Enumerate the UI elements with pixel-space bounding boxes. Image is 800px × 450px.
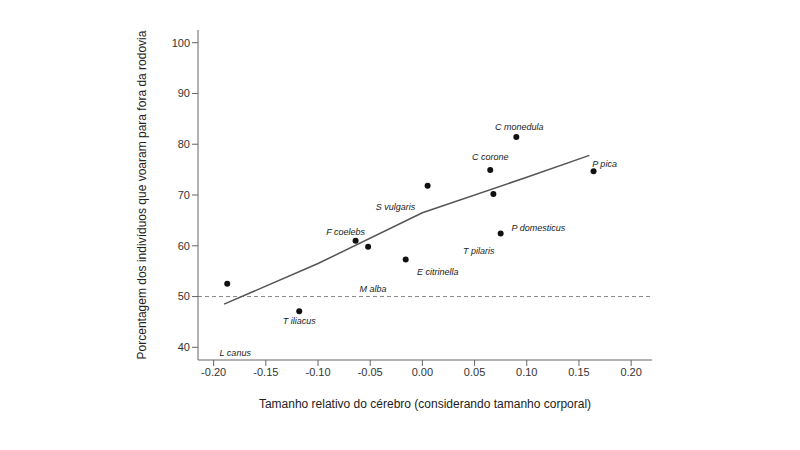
svg-text:Tamanho relativo do cérebro (c: Tamanho relativo do cérebro (considerand… (259, 397, 591, 411)
svg-text:60: 60 (178, 240, 190, 252)
svg-text:0.15: 0.15 (568, 366, 589, 378)
svg-text:Porcentagem dos indivíduos que: Porcentagem dos indivíduos que voaram pa… (135, 30, 149, 359)
svg-text:S vulgaris: S vulgaris (376, 202, 416, 212)
svg-text:100: 100 (172, 37, 190, 49)
svg-text:F coelebs: F coelebs (326, 227, 365, 237)
svg-text:-0.10: -0.10 (305, 366, 330, 378)
svg-text:0.00: 0.00 (412, 366, 433, 378)
svg-text:0.20: 0.20 (620, 366, 641, 378)
svg-text:40: 40 (178, 341, 190, 353)
svg-text:90: 90 (178, 87, 190, 99)
svg-text:P pica: P pica (592, 159, 617, 169)
svg-text:E citrinella: E citrinella (417, 267, 459, 277)
svg-text:0.10: 0.10 (516, 366, 537, 378)
svg-text:80: 80 (178, 138, 190, 150)
svg-text:-0.05: -0.05 (358, 366, 383, 378)
svg-text:C monedula: C monedula (495, 122, 544, 132)
svg-text:-0.20: -0.20 (201, 366, 226, 378)
svg-text:T iliacus: T iliacus (283, 316, 317, 326)
svg-text:0.05: 0.05 (464, 366, 485, 378)
svg-text:L canus: L canus (220, 348, 252, 358)
svg-text:C corone: C corone (472, 152, 509, 162)
svg-text:M alba: M alba (360, 284, 387, 294)
svg-text:-0.15: -0.15 (253, 366, 278, 378)
svg-text:T pilaris: T pilaris (463, 246, 495, 256)
svg-text:70: 70 (178, 189, 190, 201)
svg-text:50: 50 (178, 290, 190, 302)
svg-text:P domesticus: P domesticus (512, 223, 566, 233)
